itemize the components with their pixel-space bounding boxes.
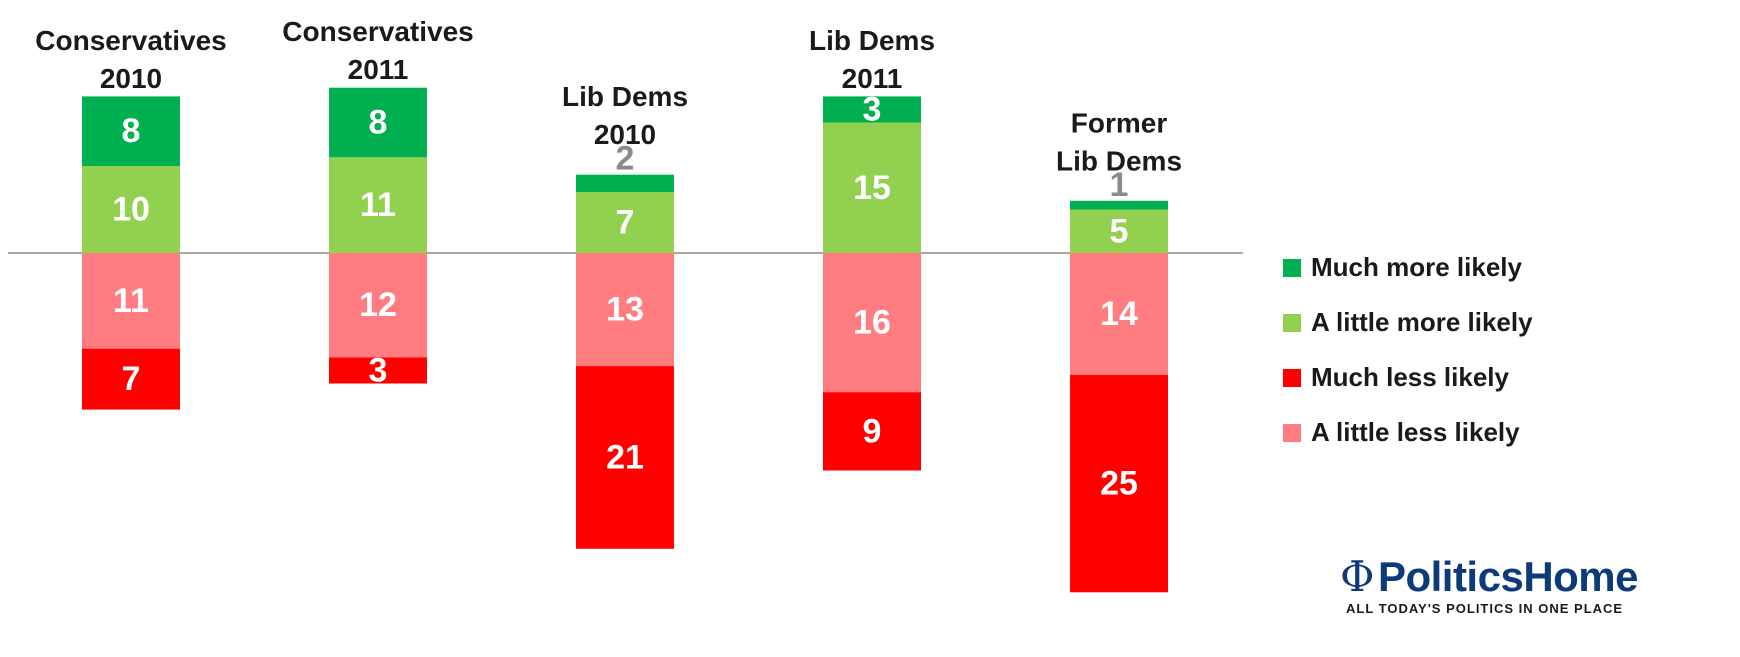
bars-group xyxy=(82,87,1168,593)
phi-logo-icon: Φ xyxy=(1340,555,1374,601)
bar-segment-a-little-less-likely xyxy=(329,253,427,358)
bar-segment-much-less-likely xyxy=(823,392,921,471)
data-label: 2 xyxy=(616,140,635,178)
bar-segment-much-more-likely xyxy=(82,96,180,166)
category-label: Conservatives xyxy=(282,16,473,47)
bar-segment-much-more-likely xyxy=(823,96,921,123)
bar-segment-much-more-likely xyxy=(1070,200,1168,210)
bar-segment-a-little-more-likely xyxy=(576,192,674,253)
data-label: 14 xyxy=(1100,295,1138,333)
legend-label: Much more likely xyxy=(1311,252,1522,282)
legend-item-a-little-less-likely: A little less likely xyxy=(1283,405,1533,460)
category-label: Former xyxy=(1071,107,1168,138)
bar-segment-much-less-likely xyxy=(82,348,180,410)
legend-swatch xyxy=(1283,258,1301,277)
legend-swatch xyxy=(1283,368,1301,387)
legend-item-much-more-likely: Much more likely xyxy=(1283,240,1533,295)
bar-segment-a-little-more-likely xyxy=(329,157,427,253)
category-label: 2010 xyxy=(594,119,656,150)
bar-segment-a-little-less-likely xyxy=(823,253,921,393)
data-label: 10 xyxy=(112,191,150,229)
data-label: 13 xyxy=(606,291,644,329)
stacked-bar-chart: 108117Conservatives2010118123Conservativ… xyxy=(8,16,1243,593)
legend-label: A little more likely xyxy=(1311,307,1533,337)
bar-segment-a-little-more-likely xyxy=(82,166,180,253)
data-label: 11 xyxy=(360,186,396,224)
data-label: 1 xyxy=(1110,166,1129,204)
category-label: 2011 xyxy=(842,63,903,94)
data-label: 21 xyxy=(606,438,644,476)
data-label: 8 xyxy=(369,104,388,142)
logo-name-text: PoliticsHome xyxy=(1377,555,1639,600)
data-label: 25 xyxy=(1100,465,1138,503)
data-label: 7 xyxy=(122,360,141,398)
data-label: 16 xyxy=(853,304,891,342)
bar-segment-a-little-less-likely xyxy=(576,253,674,367)
bar-segment-much-less-likely xyxy=(576,366,674,549)
category-label: Lib Dems xyxy=(809,25,935,56)
bar-segment-much-less-likely xyxy=(329,357,427,384)
bar-segment-much-more-likely xyxy=(576,174,674,193)
legend: Much more likely A little more likely Much… xyxy=(1283,240,1533,460)
data-label: 9 xyxy=(863,412,882,450)
legend-item-much-less-likely: Much less likely xyxy=(1283,350,1533,405)
legend-label: A little less likely xyxy=(1311,417,1520,447)
bar-segment-much-more-likely xyxy=(329,87,427,158)
data-label: 11 xyxy=(113,282,149,320)
category-label: 2010 xyxy=(100,63,162,94)
logo-tagline: ALL TODAY'S POLITICS IN ONE PLACE xyxy=(1346,601,1624,616)
data-label: 8 xyxy=(122,112,141,150)
bar-segment-a-little-less-likely xyxy=(1070,253,1168,375)
politicshome-logo: ΦPoliticsHome ALL TODAY'S POLITICS IN ON… xyxy=(1340,555,1740,625)
legend-item-a-little-more-likely: A little more likely xyxy=(1283,295,1533,350)
bar-segment-much-less-likely xyxy=(1070,374,1168,593)
data-label: 12 xyxy=(359,286,397,324)
bar-segment-a-little-less-likely xyxy=(82,253,180,349)
category-label: Lib Dems xyxy=(562,81,688,112)
legend-label: Much less likely xyxy=(1311,362,1509,392)
logo-wordmark: ΦPoliticsHome xyxy=(1340,555,1740,599)
category-label: Lib Dems xyxy=(1056,145,1182,176)
bar-segment-a-little-more-likely xyxy=(1070,209,1168,253)
data-label: 3 xyxy=(863,90,882,128)
category-label: Conservatives xyxy=(35,25,226,56)
bar-segment-a-little-more-likely xyxy=(823,122,921,253)
labels-group: 108117Conservatives2010118123Conservativ… xyxy=(35,16,1182,502)
legend-swatch xyxy=(1283,423,1301,442)
data-label: 5 xyxy=(1110,212,1129,250)
category-label: 2011 xyxy=(348,54,409,85)
data-label: 3 xyxy=(369,351,388,389)
data-label: 7 xyxy=(616,204,635,242)
data-label: 15 xyxy=(853,169,891,207)
legend-swatch xyxy=(1283,313,1301,332)
